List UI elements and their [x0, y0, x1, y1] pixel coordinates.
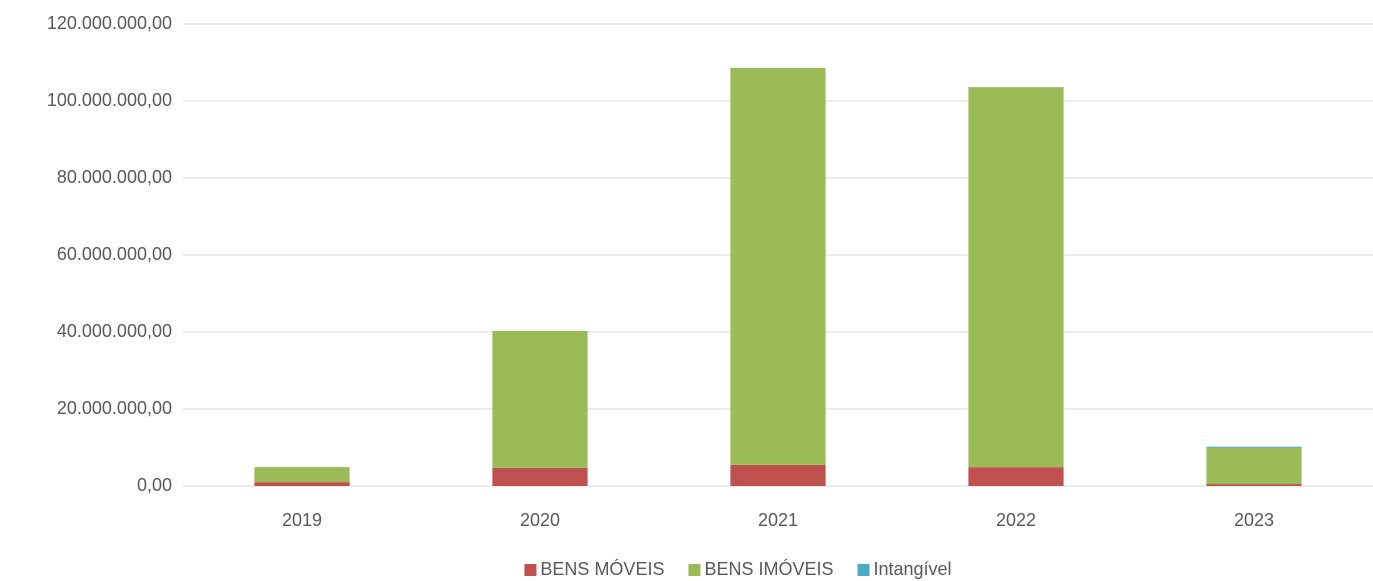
bar-segment — [1206, 446, 1302, 448]
bar-segment — [254, 467, 350, 483]
legend-label: BENS IMÓVEIS — [704, 558, 833, 579]
y-tick-label: 40.000.000,00 — [57, 321, 172, 341]
bar-segment — [1206, 484, 1302, 486]
legend-swatch — [688, 564, 701, 576]
y-tick-label: 60.000.000,00 — [57, 244, 172, 264]
y-tick-label: 100.000.000,00 — [47, 90, 172, 110]
x-tick-label: 2021 — [758, 510, 798, 530]
bar-segment — [1206, 447, 1302, 485]
bar-segment — [730, 464, 826, 486]
y-tick-label: 0,00 — [137, 475, 172, 495]
y-tick-label: 120.000.000,00 — [47, 13, 172, 33]
x-tick-label: 2020 — [520, 510, 560, 530]
bar-segment — [968, 87, 1064, 468]
y-tick-label: 80.000.000,00 — [57, 167, 172, 187]
y-tick-label: 20.000.000,00 — [57, 398, 172, 418]
x-tick-label: 2019 — [282, 510, 322, 530]
legend-label: BENS MÓVEIS — [540, 558, 664, 579]
bar-segment — [730, 67, 826, 465]
bar-segment — [254, 482, 350, 486]
bar-segment — [492, 330, 588, 468]
bar-segment — [492, 467, 588, 486]
legend-swatch — [857, 564, 870, 576]
legend-label: Intangível — [874, 559, 952, 579]
x-tick-label: 2023 — [1234, 510, 1274, 530]
bar-segment — [968, 467, 1064, 486]
legend-swatch — [524, 564, 537, 576]
x-tick-label: 2022 — [996, 510, 1036, 530]
